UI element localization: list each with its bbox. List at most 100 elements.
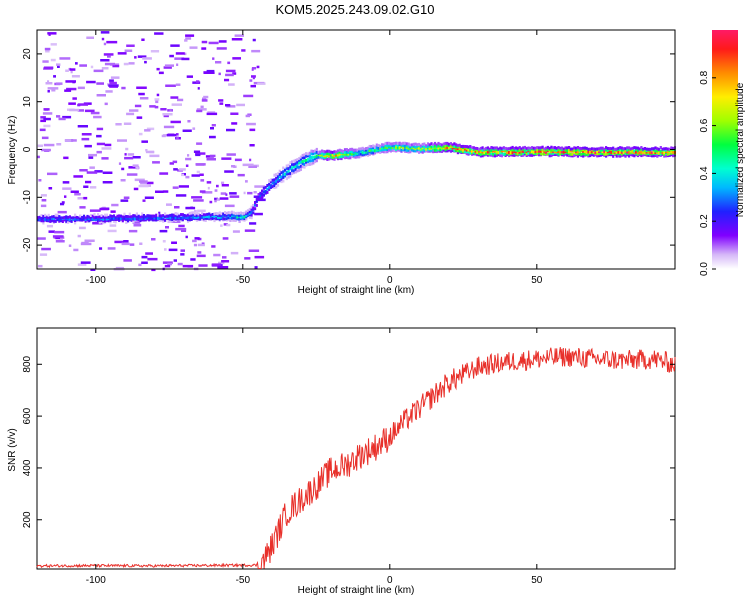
heatmap-cell bbox=[590, 150, 594, 154]
heatmap-cell bbox=[69, 108, 80, 112]
heatmap-cell bbox=[227, 211, 230, 215]
heatmap-cell bbox=[119, 217, 123, 221]
heatmap-cell bbox=[536, 146, 539, 150]
heatmap-cell bbox=[192, 211, 195, 215]
heatmap-cell bbox=[176, 212, 179, 216]
heatmap-cell bbox=[299, 164, 302, 168]
heatmap-cell bbox=[64, 195, 67, 198]
heatmap-cell bbox=[305, 160, 308, 164]
heatmap-cell bbox=[225, 217, 228, 221]
heatmap-cell bbox=[338, 150, 341, 154]
heatmap-cell bbox=[154, 32, 164, 35]
heatmap-cell bbox=[409, 143, 412, 147]
heatmap-cell bbox=[190, 211, 193, 215]
heatmap-cell bbox=[41, 247, 51, 251]
heatmap-cell bbox=[59, 237, 63, 241]
heatmap-cell bbox=[513, 148, 516, 152]
heatmap-cell bbox=[249, 79, 253, 82]
heatmap-cell bbox=[573, 154, 576, 158]
heatmap-cell bbox=[147, 257, 158, 261]
heatmap-cell bbox=[132, 221, 141, 224]
heatmap-cell bbox=[453, 142, 456, 146]
heatmap-cell bbox=[476, 148, 479, 152]
heatmap-cell bbox=[481, 152, 484, 156]
heatmap-cell bbox=[160, 214, 163, 218]
heatmap-cell bbox=[520, 147, 523, 151]
heatmap-cell bbox=[278, 169, 281, 173]
heatmap-cell bbox=[414, 145, 417, 149]
heatmap-cell bbox=[185, 175, 190, 179]
heatmap-cell bbox=[145, 150, 154, 154]
heatmap-cell bbox=[232, 72, 237, 75]
heatmap-cell bbox=[141, 212, 144, 216]
heatmap-cell bbox=[428, 143, 431, 147]
heatmap-cell bbox=[232, 230, 240, 233]
heatmap-cell bbox=[522, 146, 525, 150]
heatmap-cell bbox=[195, 214, 198, 218]
heatmap-cell bbox=[449, 142, 452, 146]
heatmap-cell bbox=[63, 218, 66, 222]
heatmap-cell bbox=[248, 211, 251, 215]
heatmap-cell bbox=[79, 218, 82, 222]
heatmap-cell bbox=[273, 184, 276, 187]
heatmap-cell bbox=[322, 152, 325, 156]
heatmap-cell bbox=[458, 145, 461, 149]
heatmap-cell bbox=[629, 153, 632, 156]
heatmap-cell bbox=[243, 215, 246, 219]
heatmap-cell bbox=[659, 146, 662, 149]
heatmap-cell bbox=[80, 261, 91, 264]
heatmap-cell bbox=[365, 150, 368, 154]
heatmap-cell bbox=[79, 206, 86, 209]
heatmap-cell bbox=[435, 148, 438, 152]
heatmap-cell bbox=[185, 157, 192, 161]
heatmap-cell bbox=[231, 122, 238, 125]
heatmap-cell bbox=[620, 148, 624, 152]
heatmap-cell bbox=[418, 142, 421, 146]
heatmap-cell bbox=[162, 214, 165, 218]
heatmap-cell bbox=[242, 163, 254, 167]
heatmap-cell bbox=[174, 216, 177, 220]
heatmap-cell bbox=[411, 143, 414, 147]
heatmap-cell bbox=[65, 215, 68, 219]
heatmap-cell bbox=[155, 190, 164, 193]
heatmap-cell bbox=[214, 197, 218, 201]
heatmap-cell bbox=[620, 146, 624, 150]
heatmap-cell bbox=[259, 191, 262, 195]
heatmap-cell bbox=[197, 251, 202, 254]
heatmap-cell bbox=[488, 152, 491, 156]
heatmap-cell bbox=[210, 127, 214, 130]
heatmap-cell bbox=[38, 264, 43, 268]
heatmap-cell bbox=[347, 151, 350, 155]
heatmap-cell bbox=[228, 83, 235, 86]
heatmap-cell bbox=[619, 146, 622, 150]
heatmap-cell bbox=[243, 191, 246, 195]
heatmap-cell bbox=[262, 193, 265, 197]
heatmap-cell bbox=[100, 214, 103, 217]
heatmap-cell bbox=[596, 152, 599, 156]
heatmap-cell bbox=[109, 220, 112, 224]
heatmap-cell bbox=[125, 216, 128, 220]
heatmap-cell bbox=[112, 214, 116, 218]
heatmap-cell bbox=[659, 152, 662, 156]
heatmap-cell bbox=[222, 256, 227, 259]
heatmap-cell bbox=[188, 211, 191, 215]
heatmap-cell bbox=[560, 148, 564, 152]
heatmap-cell bbox=[525, 152, 528, 156]
heatmap-cell bbox=[478, 147, 481, 151]
heatmap-cell bbox=[555, 150, 558, 154]
heatmap-cell bbox=[75, 216, 78, 219]
heatmap-cell bbox=[225, 73, 234, 77]
heatmap-cell bbox=[328, 157, 331, 161]
heatmap-cell bbox=[234, 216, 237, 220]
x-tick-label: -50 bbox=[236, 575, 251, 586]
heatmap-cell bbox=[157, 213, 160, 217]
heatmap-cell bbox=[657, 150, 661, 154]
heatmap-cell bbox=[504, 149, 507, 153]
heatmap-cell bbox=[299, 160, 302, 164]
heatmap-cell bbox=[386, 150, 389, 154]
heatmap-cell bbox=[159, 229, 168, 233]
heatmap-cell bbox=[573, 149, 576, 152]
heatmap-cell bbox=[287, 163, 290, 167]
heatmap-cell bbox=[599, 149, 602, 153]
heatmap-cell bbox=[493, 154, 497, 158]
